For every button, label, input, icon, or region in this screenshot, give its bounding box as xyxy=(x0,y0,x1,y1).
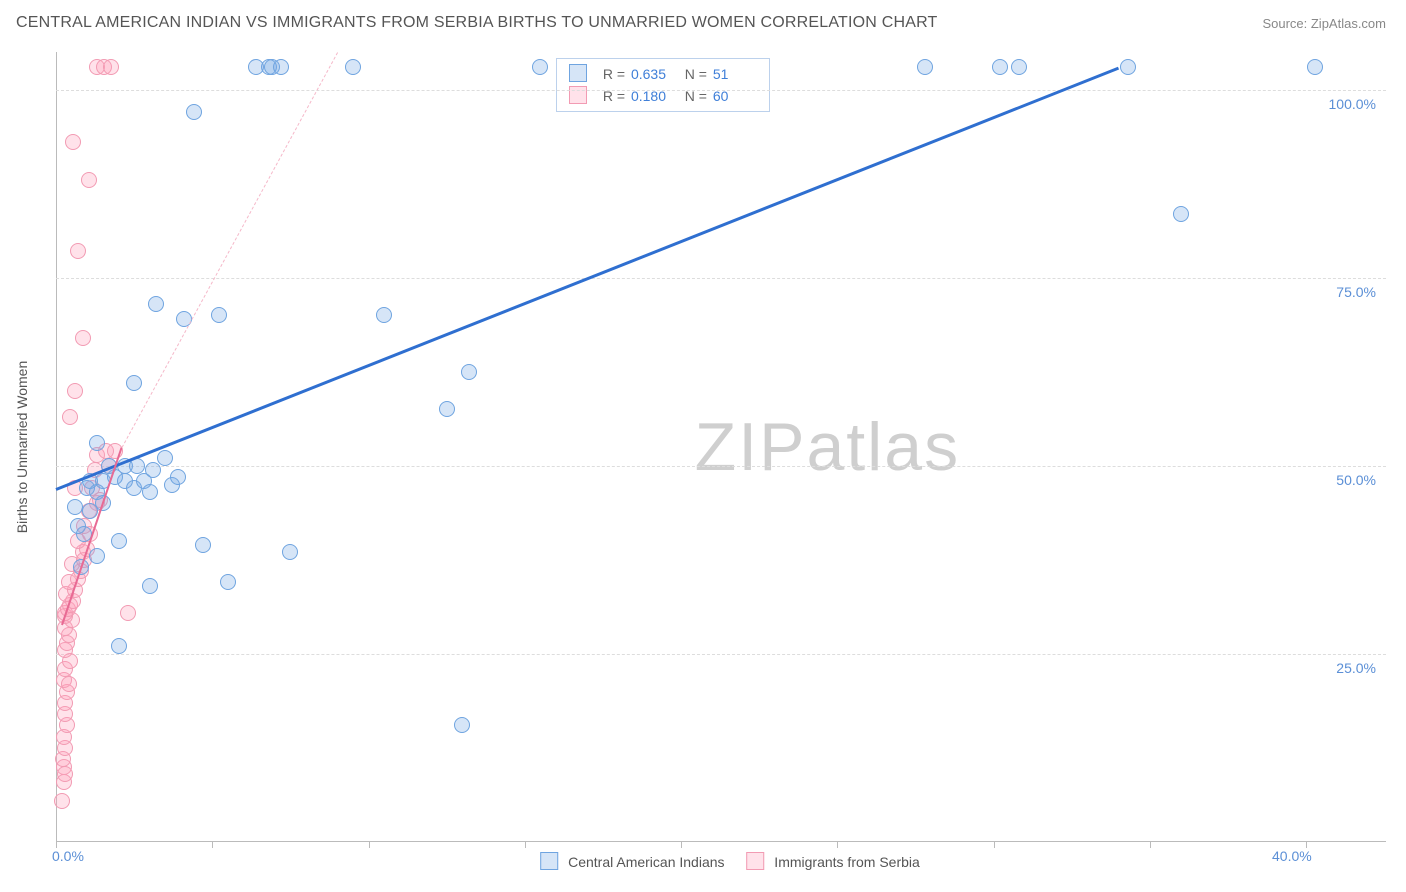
data-point-pink xyxy=(62,409,78,425)
data-point-blue xyxy=(376,307,392,323)
y-axis xyxy=(56,52,57,842)
data-point-blue xyxy=(111,638,127,654)
x-axis xyxy=(56,841,1386,842)
data-point-blue xyxy=(1120,59,1136,75)
data-point-pink xyxy=(75,330,91,346)
data-point-blue xyxy=(461,364,477,380)
data-point-pink xyxy=(54,793,70,809)
correlation-stats-box: R = 0.635 N = 51 R = 0.180 N = 60 xyxy=(556,58,770,112)
x-tick xyxy=(681,842,682,848)
data-point-pink xyxy=(67,383,83,399)
x-tick xyxy=(837,842,838,848)
x-tick xyxy=(369,842,370,848)
data-point-blue xyxy=(89,548,105,564)
data-point-blue xyxy=(67,499,83,515)
data-point-pink xyxy=(57,766,73,782)
gridline xyxy=(56,278,1386,279)
gridline xyxy=(56,654,1386,655)
stats-row-blue: R = 0.635 N = 51 xyxy=(569,63,757,85)
x-tick-label: 40.0% xyxy=(1272,848,1312,864)
x-tick-label: 0.0% xyxy=(52,848,84,864)
gridline xyxy=(56,90,1386,91)
gridline xyxy=(56,466,1386,467)
data-point-blue xyxy=(186,104,202,120)
data-point-pink xyxy=(120,605,136,621)
scatter-plot: Births to Unmarried Women ZIPatlas R = 0… xyxy=(56,52,1386,842)
data-point-blue xyxy=(142,484,158,500)
y-tick-label: 75.0% xyxy=(1336,284,1376,300)
chart-title: CENTRAL AMERICAN INDIAN VS IMMIGRANTS FR… xyxy=(16,14,938,31)
data-point-blue xyxy=(126,375,142,391)
stats-row-pink: R = 0.180 N = 60 xyxy=(569,85,757,107)
data-point-blue xyxy=(1011,59,1027,75)
data-point-blue xyxy=(157,450,173,466)
data-point-pink xyxy=(103,59,119,75)
data-point-blue xyxy=(176,311,192,327)
data-point-blue xyxy=(454,717,470,733)
x-tick xyxy=(525,842,526,848)
watermark: ZIPatlas xyxy=(695,408,960,486)
data-point-pink xyxy=(70,243,86,259)
data-point-blue xyxy=(282,544,298,560)
data-point-blue xyxy=(345,59,361,75)
legend-label-blue: Central American Indians xyxy=(568,854,724,870)
data-point-blue xyxy=(273,59,289,75)
data-point-blue xyxy=(439,401,455,417)
trendline-blue xyxy=(55,67,1119,491)
data-point-blue xyxy=(917,59,933,75)
legend-swatch-blue xyxy=(540,852,558,870)
data-point-blue xyxy=(89,435,105,451)
data-point-blue xyxy=(1173,206,1189,222)
data-point-blue xyxy=(195,537,211,553)
y-tick-label: 100.0% xyxy=(1329,96,1376,112)
y-axis-label: Births to Unmarried Women xyxy=(14,361,30,533)
x-tick xyxy=(994,842,995,848)
data-point-blue xyxy=(148,296,164,312)
bottom-legend: Central American Indians Immigrants from… xyxy=(522,852,920,870)
x-tick xyxy=(1150,842,1151,848)
data-point-pink xyxy=(81,172,97,188)
data-point-blue xyxy=(220,574,236,590)
legend-swatch-pink xyxy=(746,852,764,870)
x-tick xyxy=(212,842,213,848)
data-point-blue xyxy=(1307,59,1323,75)
data-point-blue xyxy=(170,469,186,485)
y-tick-label: 50.0% xyxy=(1336,472,1376,488)
data-point-blue xyxy=(992,59,1008,75)
data-point-pink xyxy=(61,676,77,692)
source-attribution: Source: ZipAtlas.com xyxy=(1262,16,1386,31)
legend-label-pink: Immigrants from Serbia xyxy=(774,854,919,870)
data-point-blue xyxy=(532,59,548,75)
y-tick-label: 25.0% xyxy=(1336,660,1376,676)
legend-swatch-blue xyxy=(569,64,587,82)
data-point-pink xyxy=(65,134,81,150)
data-point-blue xyxy=(145,462,161,478)
data-point-blue xyxy=(111,533,127,549)
data-point-blue xyxy=(142,578,158,594)
data-point-blue xyxy=(211,307,227,323)
